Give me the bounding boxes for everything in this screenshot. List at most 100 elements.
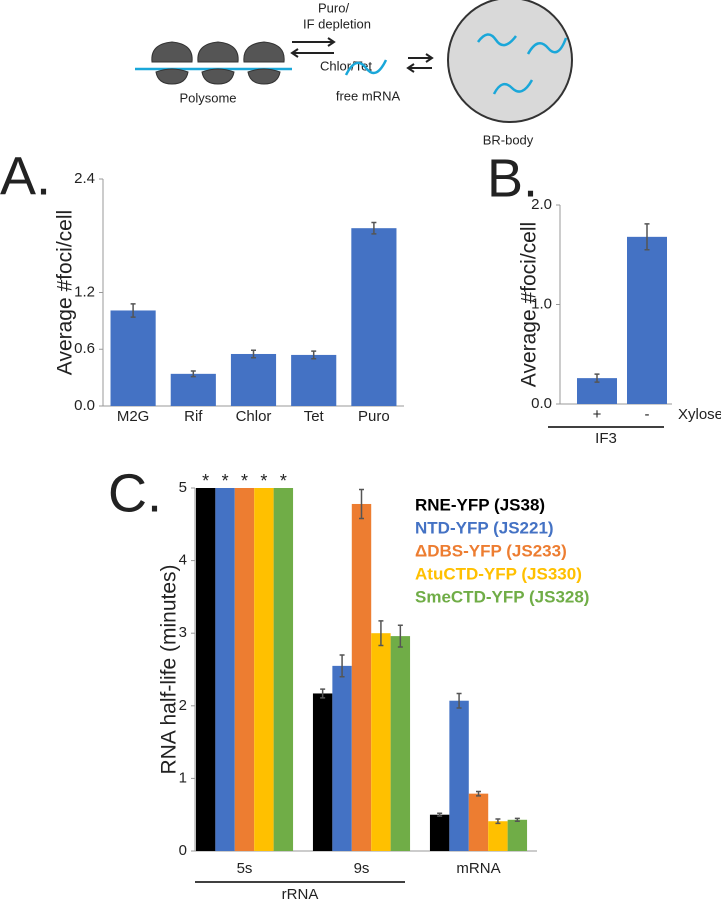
arrow	[292, 37, 336, 47]
arrow	[290, 48, 334, 58]
y-tick-label: 1	[179, 769, 187, 786]
mrna	[476, 33, 517, 47]
bar	[449, 700, 469, 851]
bar	[230, 353, 277, 406]
bar	[170, 373, 216, 406]
panel-letter: C.	[108, 463, 162, 523]
bar	[273, 488, 294, 851]
y-tick-label: 2.4	[74, 170, 95, 187]
mrna	[526, 37, 568, 55]
bar	[110, 310, 156, 406]
x-axis-label: Xylose	[678, 406, 721, 423]
ribosome-large	[243, 41, 285, 63]
x-tick-label: -	[645, 406, 650, 423]
arrow	[408, 53, 434, 63]
y-tick-label: 5	[179, 479, 187, 496]
group-label: IF3	[595, 430, 617, 447]
ribosome-small	[201, 68, 235, 85]
bar	[234, 488, 255, 851]
x-tick-label: Chlor	[236, 408, 272, 425]
legend-entry: SmeCTD-YFP (JS328)	[415, 587, 589, 606]
error-bar	[190, 370, 196, 378]
error-bar	[437, 812, 443, 817]
bar	[351, 228, 397, 406]
y-tick-label: 1.0	[531, 295, 552, 312]
bar	[312, 693, 333, 851]
forward-label: Puro/	[318, 0, 349, 15]
ribosome-small	[247, 68, 281, 85]
error-bar	[397, 624, 403, 648]
panel-letter: B.	[487, 148, 538, 208]
x-tick-label: mRNA	[456, 860, 500, 877]
polysome-label: Polysome	[179, 90, 236, 105]
error-bar	[311, 350, 317, 360]
bar	[351, 503, 372, 851]
annotation: *	[260, 471, 267, 491]
ribosome-large	[151, 41, 193, 63]
x-tick-label: M2G	[117, 408, 150, 425]
bar	[371, 633, 391, 851]
diagram: Polysome Puro/ IF depletion Chlor/Tet fr…	[135, 0, 573, 147]
error-bar	[378, 620, 384, 647]
bar	[429, 814, 450, 851]
y-axis-label: RNA half-life (minutes)	[158, 564, 181, 774]
free-mrna-label: free mRNA	[336, 88, 401, 103]
arrow	[406, 63, 432, 73]
bar	[488, 821, 508, 851]
y-tick-label: 2	[179, 697, 187, 714]
annotation: *	[202, 471, 209, 491]
y-tick-label: 0.6	[74, 340, 95, 357]
error-bar	[644, 223, 650, 251]
bar	[291, 354, 337, 406]
y-tick-label: 4	[179, 552, 187, 569]
bar	[215, 488, 235, 851]
error-bar	[371, 221, 377, 235]
error-bar	[339, 654, 345, 678]
y-tick-label: 0.0	[74, 397, 95, 414]
bar	[254, 488, 274, 851]
ribosome-small	[155, 68, 189, 85]
x-tick-label: Rif	[184, 408, 203, 425]
bar	[507, 819, 528, 851]
annotation: *	[280, 471, 287, 491]
error-bar	[495, 818, 501, 825]
br-body-label: BR-body	[483, 132, 534, 147]
legend-entry: NTD-YFP (JS221)	[415, 518, 554, 537]
y-tick-label: 2.0	[531, 196, 552, 213]
error-bar	[514, 817, 520, 822]
x-tick-label: +	[593, 406, 602, 423]
y-tick-label: 0	[179, 842, 187, 859]
forward-label: IF depletion	[303, 16, 371, 31]
bar	[468, 793, 489, 851]
br-body	[447, 0, 573, 123]
x-tick-label: Puro	[358, 408, 390, 425]
panel-letter: A.	[0, 146, 51, 206]
x-tick-label: 5s	[237, 860, 253, 877]
legend-entry: RNE-YFP (JS38)	[415, 495, 545, 514]
legend-entry: ΔDBS-YFP (JS233)	[415, 541, 567, 560]
group-label: rRNA	[282, 886, 319, 900]
error-bar	[456, 692, 462, 709]
ribosome-large	[197, 41, 239, 63]
annotation: *	[241, 471, 248, 491]
y-tick-label: 0.0	[531, 395, 552, 412]
y-tick-label: 1.2	[74, 283, 95, 300]
bar	[332, 665, 352, 851]
bar	[627, 236, 667, 404]
bar	[390, 636, 411, 851]
x-tick-label: 9s	[354, 860, 370, 877]
legend-entry: AtuCTD-YFP (JS330)	[415, 564, 582, 583]
y-axis-label: Average #foci/cell	[518, 222, 541, 387]
mrna	[492, 79, 534, 95]
error-bar	[130, 303, 136, 318]
y-axis-label: Average #foci/cell	[54, 210, 77, 375]
error-bar	[476, 790, 481, 797]
x-tick-label: Tet	[304, 408, 325, 425]
annotation: *	[222, 471, 229, 491]
error-bar	[594, 373, 600, 383]
free-mrna	[344, 59, 388, 76]
ribosomes	[151, 41, 285, 85]
error-bar	[251, 349, 256, 359]
bar	[195, 488, 216, 851]
